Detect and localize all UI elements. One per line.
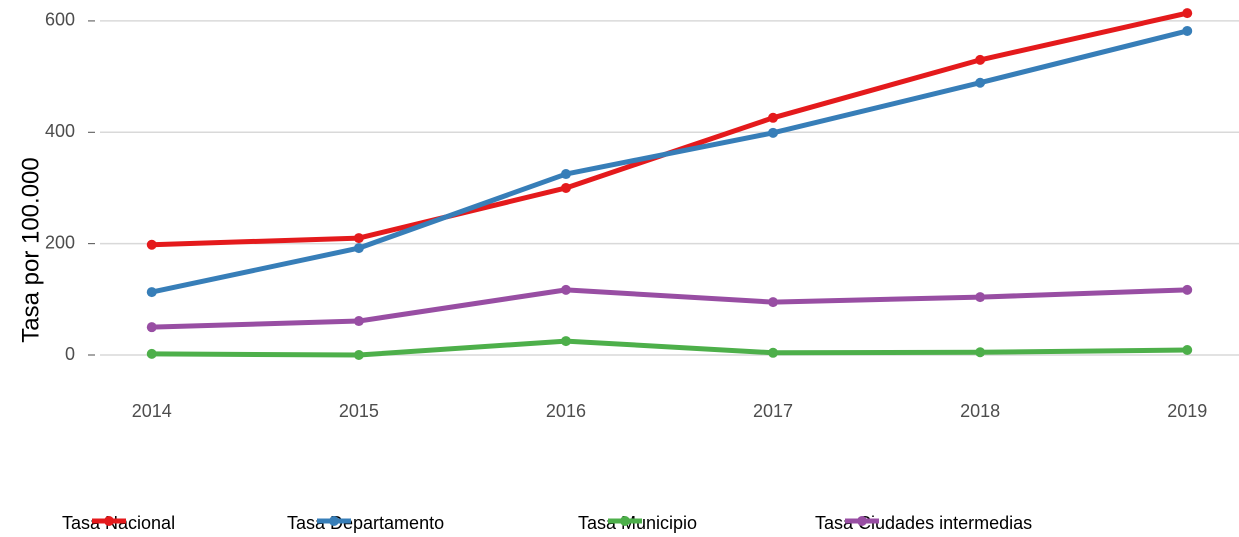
- point: [975, 54, 986, 65]
- legend-key-point: [104, 516, 114, 526]
- legend-label: Tasa Ciudades intermedias: [815, 513, 1032, 533]
- point: [353, 350, 364, 361]
- point: [353, 233, 364, 244]
- point: [1182, 8, 1193, 19]
- point: [146, 287, 157, 298]
- x-tick-label: 2018: [960, 401, 1000, 421]
- series-line: [151, 338, 1188, 358]
- point: [975, 292, 986, 303]
- series-line: [151, 28, 1188, 295]
- point: [560, 169, 571, 180]
- point: [768, 127, 779, 138]
- legend-label: Tasa Departamento: [287, 513, 444, 533]
- y-tick-label: 200: [45, 232, 75, 252]
- point: [353, 243, 364, 254]
- point: [1182, 345, 1193, 355]
- series-line: [151, 10, 1188, 248]
- legend-key-point: [857, 516, 867, 526]
- point: [1182, 284, 1193, 295]
- x-tick-label: 2016: [546, 401, 586, 421]
- x-tick-label: 2015: [339, 401, 379, 421]
- point: [768, 347, 779, 358]
- point: [1182, 25, 1193, 36]
- x-tick-label: 2017: [753, 401, 793, 421]
- point: [353, 316, 364, 327]
- y-axis-label: Tasa por 100.000: [17, 157, 44, 342]
- point: [975, 77, 986, 88]
- point: [146, 322, 157, 333]
- x-tick-label: 2014: [132, 401, 172, 421]
- y-tick-label: 600: [45, 10, 75, 30]
- point: [560, 182, 571, 193]
- legend-key-point: [620, 516, 630, 526]
- point: [768, 112, 779, 123]
- point: [975, 347, 986, 358]
- y-tick-label: 400: [45, 121, 75, 141]
- point: [768, 297, 779, 308]
- legend-key-point: [329, 516, 339, 526]
- point: [560, 336, 571, 347]
- y-tick-label: 0: [65, 344, 75, 364]
- point: [560, 284, 571, 295]
- point: [146, 348, 157, 359]
- point: [146, 239, 157, 250]
- x-tick-label: 2019: [1167, 401, 1207, 421]
- series-line: [151, 287, 1188, 330]
